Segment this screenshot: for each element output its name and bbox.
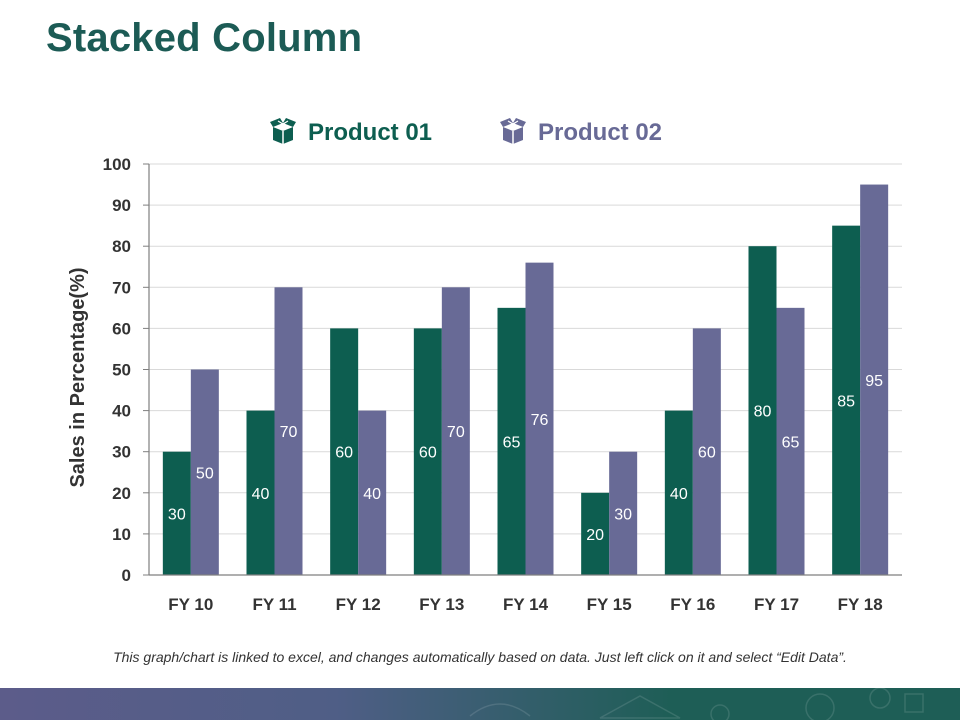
x-tick-label: FY 13 [419,595,464,614]
y-tick-label: 60 [112,319,131,338]
x-tick-label: FY 12 [336,595,381,614]
bar-value-label: 40 [363,486,381,503]
bar-product01 [581,492,610,575]
bar-value-label: 40 [670,486,688,503]
bar-product02 [358,410,387,575]
bar-value-label: 30 [168,506,186,523]
y-tick-label: 90 [112,196,131,215]
bar-value-label: 60 [698,445,716,462]
bar-value-label: 65 [782,434,800,451]
y-tick-label: 20 [112,484,131,503]
bar-value-label: 30 [614,506,632,523]
bar-value-label: 60 [419,445,437,462]
footnote: This graph/chart is linked to excel, and… [113,649,847,665]
bar-value-label: 95 [865,373,883,390]
y-axis-title: Sales in Percentage(%) [67,267,89,487]
bar-product02 [860,184,889,576]
x-tick-label: FY 14 [503,595,549,614]
bar-value-label: 70 [447,424,465,441]
bar-product02 [441,287,470,575]
y-tick-label: 0 [122,566,131,585]
y-tick-label: 50 [112,361,131,380]
legend-item-product01: Product 01 [270,118,432,146]
x-tick-label: FY 15 [587,595,632,614]
stacked-column-chart: Product 01 Product 02 0 10 20 30 40 50 60 70 80 90… [67,118,902,614]
y-axis-ticks: 0 10 20 30 40 50 60 70 80 90 100 [103,155,131,585]
legend-item-product02: Product 02 [500,118,662,146]
bar-value-label: 20 [586,527,604,544]
bar-value-label: 60 [335,445,353,462]
chart-data-labels: 30 50 40 70 60 40 60 70 65 76 20 30 40 60 80 65 85 95 [168,373,883,544]
x-tick-label: FY 16 [670,595,715,614]
bar-product02 [609,451,638,575]
bar-value-label: 40 [252,486,270,503]
box-icon [500,118,526,144]
y-tick-label: 70 [112,278,131,297]
bar-product01 [162,451,191,575]
bar-product01 [413,328,442,575]
x-tick-label: FY 18 [838,595,883,614]
bar-product02 [692,328,721,575]
bar-value-label: 80 [754,404,772,421]
y-tick-label: 10 [112,525,131,544]
bar-product02 [190,369,219,575]
bar-product01 [330,328,359,575]
legend-label: Product 02 [538,119,662,146]
x-tick-label: FY 11 [252,595,296,614]
bar-product02 [274,287,303,575]
page-title: Stacked Column [46,16,363,60]
bar-value-label: 76 [531,412,549,429]
bar-value-label: 65 [503,434,521,451]
chart-legend: Product 01 Product 02 [270,118,662,146]
x-tick-label: FY 17 [754,595,799,614]
bar-value-label: 50 [196,465,214,482]
box-icon [270,118,296,144]
bar-product01 [748,246,777,575]
bar-product01 [246,410,275,575]
y-tick-label: 100 [103,155,131,174]
bar-product01 [664,410,693,575]
bar-product02 [525,262,554,575]
y-tick-label: 80 [112,237,131,256]
bar-product01 [832,225,861,575]
bar-value-label: 70 [280,424,298,441]
y-tick-label: 30 [112,443,131,462]
bar-product01 [497,307,526,575]
bottom-decorative-band [0,688,960,720]
x-axis-ticks: FY 10 FY 11 FY 12 FY 13 FY 14 FY 15 FY 16 FY 17… [168,595,882,614]
bar-value-label: 85 [837,393,855,410]
legend-label: Product 01 [308,119,432,146]
y-tick-label: 40 [112,402,131,421]
x-tick-label: FY 10 [168,595,213,614]
chart-bars [162,184,889,576]
bar-product02 [776,307,805,575]
